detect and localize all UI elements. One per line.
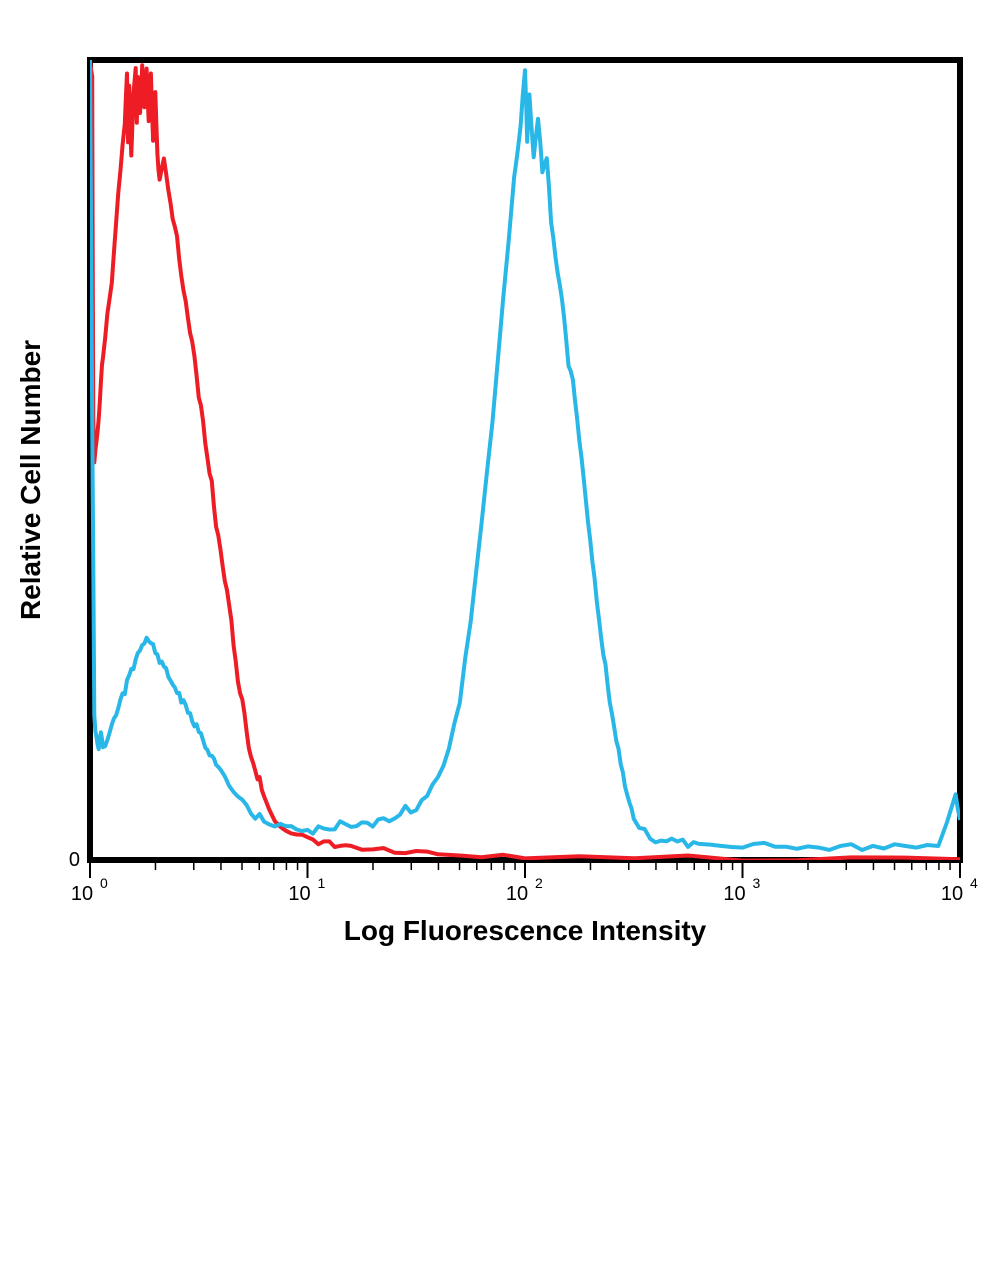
x-tick-label: 10	[506, 883, 528, 905]
x-tick-exp: 3	[753, 875, 761, 891]
chart-container: 10 0 10 1 10 2 10 3 10 4 0 Log Fluorescence Intensi…	[0, 0, 989, 1280]
x-tick-exp: 2	[535, 875, 543, 891]
x-tick-exp: 4	[970, 875, 978, 891]
x-tick-exp: 1	[318, 875, 326, 891]
x-axis-label: Log Fluorescence Intensity	[344, 915, 707, 946]
y-zero-label: 0	[69, 849, 80, 871]
x-tick-exp: 0	[100, 875, 108, 891]
x-tick-label: 10	[941, 883, 963, 905]
flow-cytometry-histogram: 10 0 10 1 10 2 10 3 10 4 0 Log Fluorescence Intensi…	[0, 0, 989, 1280]
x-tick-label: 10	[723, 883, 745, 905]
x-tick-label: 10	[288, 883, 310, 905]
x-tick-label: 10	[71, 883, 93, 905]
y-axis-label: Relative Cell Number	[15, 340, 46, 620]
